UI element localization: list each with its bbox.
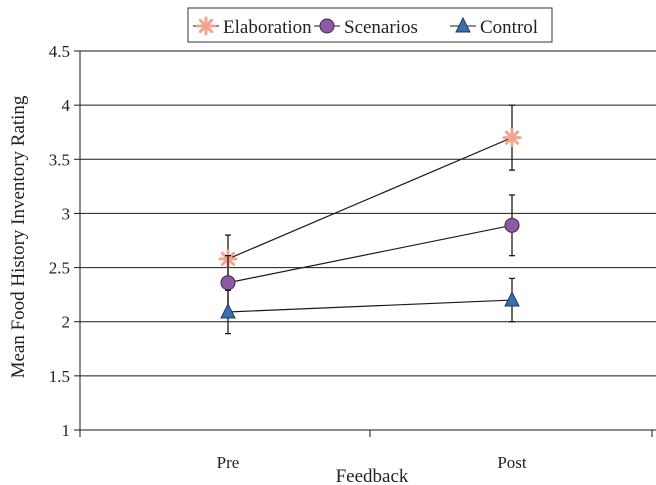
data-point [502, 128, 522, 148]
data-point [220, 302, 236, 319]
series-elaboration [218, 104, 522, 284]
legend-marker [455, 16, 471, 33]
legend-item-scenarios: Scenarios [314, 17, 418, 38]
series-scenarios [220, 194, 520, 311]
y-tick-labels: 1 1.5 2 2.5 3 3.5 4 4.5 [49, 42, 71, 440]
y-tick-label: 4 [62, 96, 71, 115]
x-tick-label: Post [497, 453, 527, 472]
x-tick-label: Pre [217, 453, 240, 472]
data-point [504, 217, 520, 233]
data-point [220, 275, 236, 291]
series-line [227, 299, 513, 313]
legend-box [187, 7, 553, 43]
series [218, 104, 522, 335]
y-axis-label: Mean Food History Inventory Rating [8, 95, 29, 378]
gridlines [80, 50, 656, 377]
y-tick-label: 2 [62, 313, 71, 332]
data-point [504, 290, 520, 307]
legend-marker [319, 18, 335, 34]
y-tick-label: 1 [62, 421, 71, 440]
axes [74, 50, 656, 437]
legend-item-control: Control [450, 16, 538, 38]
series-line [227, 137, 513, 260]
y-tick-label: 3.5 [49, 150, 70, 169]
legend-label: Scenarios [344, 17, 418, 38]
legend: Elaboration Scenarios Control [187, 7, 553, 43]
x-axis-label: Feedback [336, 466, 409, 485]
legend-label: Elaboration [223, 17, 312, 38]
series-control [220, 277, 520, 335]
asterisk-stroke [504, 130, 520, 145]
asterisk-stroke [198, 18, 214, 34]
y-tick-label: 2.5 [49, 259, 70, 278]
series-line [227, 224, 513, 284]
legend-label: Control [480, 17, 538, 38]
legend-marker [196, 16, 216, 36]
legend-item-elaboration: Elaboration [193, 16, 312, 38]
x-tick-labels: Pre Post [217, 453, 527, 472]
y-tick-label: 3 [62, 204, 71, 223]
y-tick-label: 4.5 [49, 42, 70, 61]
y-tick-label: 1.5 [49, 367, 70, 386]
